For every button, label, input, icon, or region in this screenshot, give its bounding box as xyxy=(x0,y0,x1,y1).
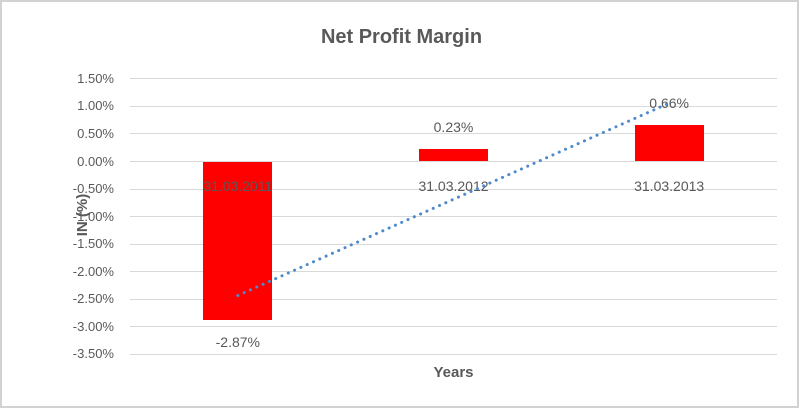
y-tick-label: 1.50% xyxy=(77,70,114,86)
gridline xyxy=(130,353,777,355)
y-tick-label: 0.00% xyxy=(77,153,114,169)
chart-title: Net Profit Margin xyxy=(320,26,483,48)
x-axis-title: Years xyxy=(433,364,474,381)
y-tick-label: -1.50% xyxy=(72,236,114,252)
bar-31.03.2012 xyxy=(419,148,488,162)
y-tick-label: 1.00% xyxy=(77,98,114,114)
gridline xyxy=(130,78,777,80)
y-tick-label: 0.50% xyxy=(77,125,114,141)
y-tick-label: -2.00% xyxy=(72,263,114,279)
bar-data-label: 0.66% xyxy=(649,95,689,112)
y-tick-label: -0.50% xyxy=(72,181,114,197)
bar-data-label: 0.23% xyxy=(433,118,474,135)
bar-data-label: -2.87% xyxy=(215,333,260,350)
category-label: 31.03.2013 xyxy=(634,178,705,194)
bar-31.03.2013 xyxy=(634,125,704,162)
y-tick-label: -2.50% xyxy=(72,291,114,307)
y-tick-label: -3.00% xyxy=(72,318,114,334)
category-label: 31.03.2011 xyxy=(203,178,273,194)
gridline xyxy=(130,326,777,328)
y-tick-label: -3.50% xyxy=(72,346,114,362)
y-tick-label: -1.00% xyxy=(72,208,114,224)
gridline xyxy=(130,298,777,300)
category-label: 31.03.2012 xyxy=(418,178,489,194)
